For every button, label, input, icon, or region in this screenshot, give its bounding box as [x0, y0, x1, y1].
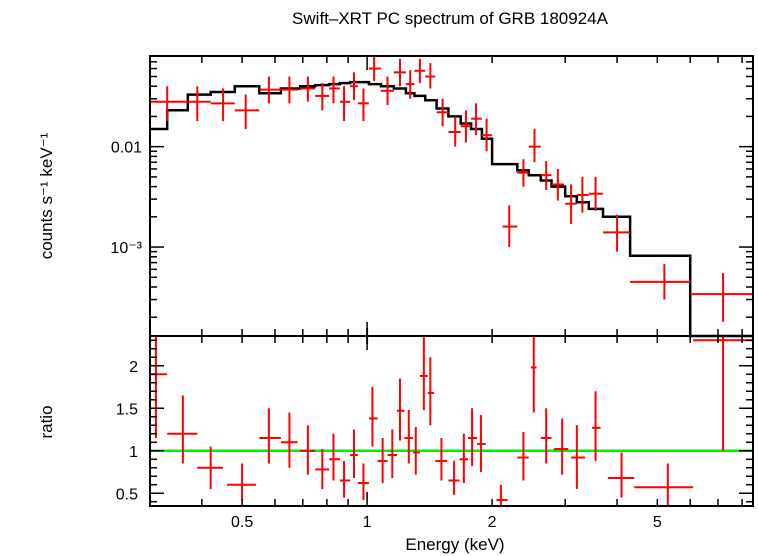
- ratio-point-0: [150, 336, 168, 438]
- ratio-point-4: [259, 408, 281, 464]
- spectrum-point-8: [329, 76, 340, 104]
- lower-y-axis-label: ratio: [37, 405, 56, 438]
- ratio-point-17: [413, 426, 420, 475]
- spectrum-point-2: [210, 88, 235, 122]
- ratio-point-5: [280, 412, 298, 468]
- upper-y-tick-label: 10⁻³: [110, 240, 142, 257]
- upper-y-tick-labels: 0.01 10⁻³: [110, 140, 142, 257]
- spectrum-point-29: [576, 176, 589, 213]
- spectrum-point-27: [551, 168, 564, 201]
- model-step-line: [150, 80, 753, 338]
- ratio-point-20: [435, 438, 448, 481]
- ratio-point-27: [530, 336, 537, 413]
- spectrum-point-4: [259, 76, 281, 104]
- ratio-point-29: [554, 418, 569, 475]
- spectrum-point-23: [502, 205, 518, 248]
- ratio-point-24: [477, 415, 486, 472]
- ratio-point-15: [396, 378, 405, 441]
- spectrum-point-33: [690, 273, 753, 322]
- ratio-point-25: [496, 484, 508, 506]
- ratio-point-7: [315, 449, 330, 489]
- lower-y-tick-labels: 0.5 1 1.5 2: [116, 359, 138, 504]
- spectrum-point-0: [150, 86, 188, 122]
- ratio-point-19: [427, 357, 435, 426]
- spectrum-point-19: [448, 116, 461, 147]
- lower-axis-ticks: [149, 328, 753, 506]
- spectrum-point-6: [300, 76, 316, 102]
- ratio-point-9: [339, 460, 351, 498]
- x-axis-label: Energy (keV): [405, 535, 504, 554]
- spectrum-point-1: [187, 86, 211, 122]
- spectrum-point-3: [234, 94, 260, 129]
- ratio-point-13: [377, 438, 388, 484]
- upper-y-axis-label: counts s⁻¹ keV⁻¹: [37, 132, 56, 259]
- ratio-point-26: [517, 432, 529, 481]
- ratio-point-1: [167, 395, 198, 464]
- lower-y-tick-label: 0.5: [116, 486, 138, 503]
- ratio-panel: [149, 328, 754, 507]
- spectrum-point-5: [280, 76, 298, 104]
- spectrum-point-17: [425, 63, 436, 89]
- ratio-point-12: [368, 387, 378, 447]
- spectrum-point-10: [350, 72, 358, 101]
- ratio-point-31: [591, 391, 601, 461]
- ratio-point-14: [387, 429, 397, 478]
- x-tick-label: 2: [488, 514, 497, 531]
- spectrum-point-30: [588, 176, 604, 211]
- spectrum-point-13: [380, 76, 394, 106]
- ratio-point-6: [300, 425, 316, 475]
- x-tick-label: 5: [653, 514, 662, 531]
- ratio-point-33: [634, 463, 694, 506]
- ratio-point-23: [468, 408, 478, 467]
- ratio-point-22: [459, 433, 469, 484]
- spectrum-point-12: [368, 56, 381, 82]
- spectrum-panel: [149, 55, 754, 338]
- model-step-path: [150, 80, 753, 338]
- ratio-point-30: [571, 425, 586, 489]
- chart-title: Swift–XRT PC spectrum of GRB 180924A: [292, 9, 609, 28]
- ratio-point-34: [693, 336, 753, 451]
- ratio-point-32: [607, 452, 635, 498]
- spectrum-point-9: [339, 86, 351, 122]
- x-tick-label: 1: [363, 514, 372, 531]
- ratio-point-3: [227, 463, 256, 501]
- spectrum-point-15: [405, 70, 415, 99]
- lower-y-tick-label: 2: [129, 359, 138, 376]
- spectrum-point-28: [565, 184, 577, 224]
- ratio-point-21: [448, 460, 460, 495]
- ratio-data-points: [150, 336, 753, 506]
- ratio-point-11: [357, 463, 369, 501]
- spectrum-point-25: [528, 128, 541, 163]
- ratio-point-8: [329, 433, 340, 481]
- upper-plot-frame: [149, 55, 754, 337]
- ratio-point-2: [197, 446, 224, 489]
- spectrum-point-18: [436, 98, 449, 127]
- ratio-point-18: [419, 336, 428, 410]
- spectrum-point-11: [357, 88, 369, 122]
- spectrum-point-21: [471, 103, 482, 136]
- x-tick-label: 0.5: [231, 514, 253, 531]
- spectrum-point-24: [517, 159, 529, 187]
- spectrum-point-32: [630, 263, 691, 300]
- lower-y-tick-label: 1: [129, 444, 138, 461]
- lower-y-tick-label: 1.5: [116, 401, 138, 418]
- spectrum-point-20: [460, 110, 472, 143]
- ratio-point-10: [350, 429, 358, 478]
- spectrum-point-7: [315, 83, 330, 111]
- spectrum-point-22: [481, 118, 493, 152]
- spectrum-data-points: [150, 56, 753, 322]
- lower-plot-frame: [149, 335, 754, 507]
- x-tick-labels: 0.5 1 2 5: [231, 514, 662, 531]
- upper-axis-ticks: [149, 55, 753, 336]
- spectrum-point-14: [393, 58, 406, 87]
- spectrum-point-26: [540, 160, 552, 191]
- upper-y-tick-label: 0.01: [111, 140, 142, 157]
- spectrum-point-16: [414, 58, 426, 84]
- ratio-point-16: [404, 409, 414, 464]
- ratio-point-28: [540, 408, 552, 464]
- spectrum-point-31: [603, 214, 631, 252]
